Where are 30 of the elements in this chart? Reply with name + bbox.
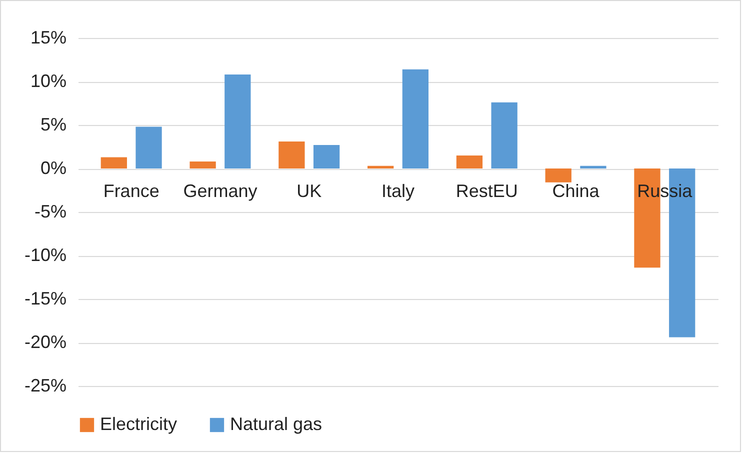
bar (491, 102, 518, 168)
y-tick-label: 15% (30, 28, 66, 48)
bar (313, 145, 340, 168)
bar (402, 69, 428, 168)
legend-label: Electricity (100, 414, 178, 434)
x-tick-label: Germany (183, 181, 258, 201)
y-tick-label: -10% (24, 245, 66, 265)
y-tick-label: 0% (40, 158, 66, 178)
x-tick-label: Italy (381, 181, 415, 201)
bar (580, 166, 606, 168)
x-tick-label: UK (296, 181, 322, 201)
y-tick-label: -20% (24, 332, 66, 352)
y-tick-label: -5% (34, 202, 66, 222)
x-tick-label: RestEU (456, 181, 518, 201)
bar (190, 162, 216, 168)
bar (278, 142, 305, 168)
bar (224, 74, 251, 168)
x-tick-label: France (103, 181, 160, 201)
bar (368, 166, 394, 168)
x-tick-label: Russia (637, 181, 694, 201)
bar (136, 126, 162, 168)
bar (100, 157, 127, 168)
y-tick-label: -25% (24, 376, 66, 396)
legend-label: Natural gas (230, 414, 322, 434)
y-tick-label: -15% (24, 288, 66, 308)
y-tick-label: 5% (40, 114, 66, 134)
y-tick-label: 10% (30, 71, 66, 91)
bar (545, 168, 572, 182)
x-tick-label: China (552, 181, 600, 201)
bar (456, 155, 483, 168)
